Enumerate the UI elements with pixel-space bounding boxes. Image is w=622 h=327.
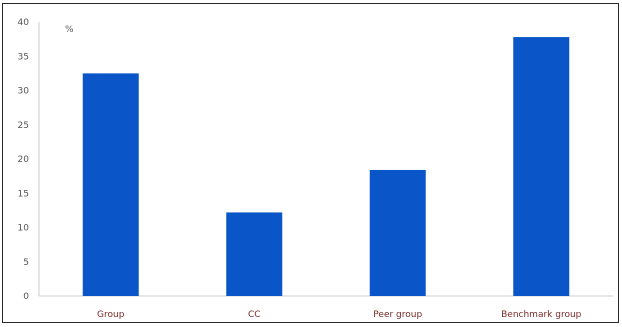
- unit-label: %: [65, 25, 74, 35]
- category-labels: Group CC Peer group Benchmark group: [97, 310, 582, 320]
- y-tick-label: 0: [23, 292, 29, 302]
- y-tick-label: 15: [18, 189, 29, 199]
- y-tick-label: 10: [18, 224, 30, 234]
- bar-chart: % 0 5 10 15 20 25 30 35 40 Group CC Peer group Benc…: [18, 18, 613, 320]
- y-tick-label: 30: [18, 87, 30, 97]
- y-tick-labels: 0 5 10 15 20 25 30 35 40: [18, 18, 30, 302]
- bar: [513, 37, 570, 296]
- y-tick-label: 35: [18, 52, 29, 62]
- y-tick-label: 25: [18, 121, 29, 131]
- bar: [369, 169, 426, 296]
- bar: [82, 73, 139, 296]
- x-tick-label: CC: [248, 310, 261, 320]
- y-tick-label: 5: [23, 258, 29, 268]
- bars: [82, 37, 570, 296]
- chart-frame: % 0 5 10 15 20 25 30 35 40 Group CC Peer group Benc…: [2, 3, 619, 323]
- y-tick-label: 20: [18, 155, 30, 165]
- x-tick-label: Peer group: [373, 310, 422, 320]
- x-tick-label: Group: [97, 310, 125, 320]
- bar: [226, 212, 283, 296]
- x-tick-label: Benchmark group: [501, 310, 582, 320]
- y-tick-label: 40: [18, 18, 30, 28]
